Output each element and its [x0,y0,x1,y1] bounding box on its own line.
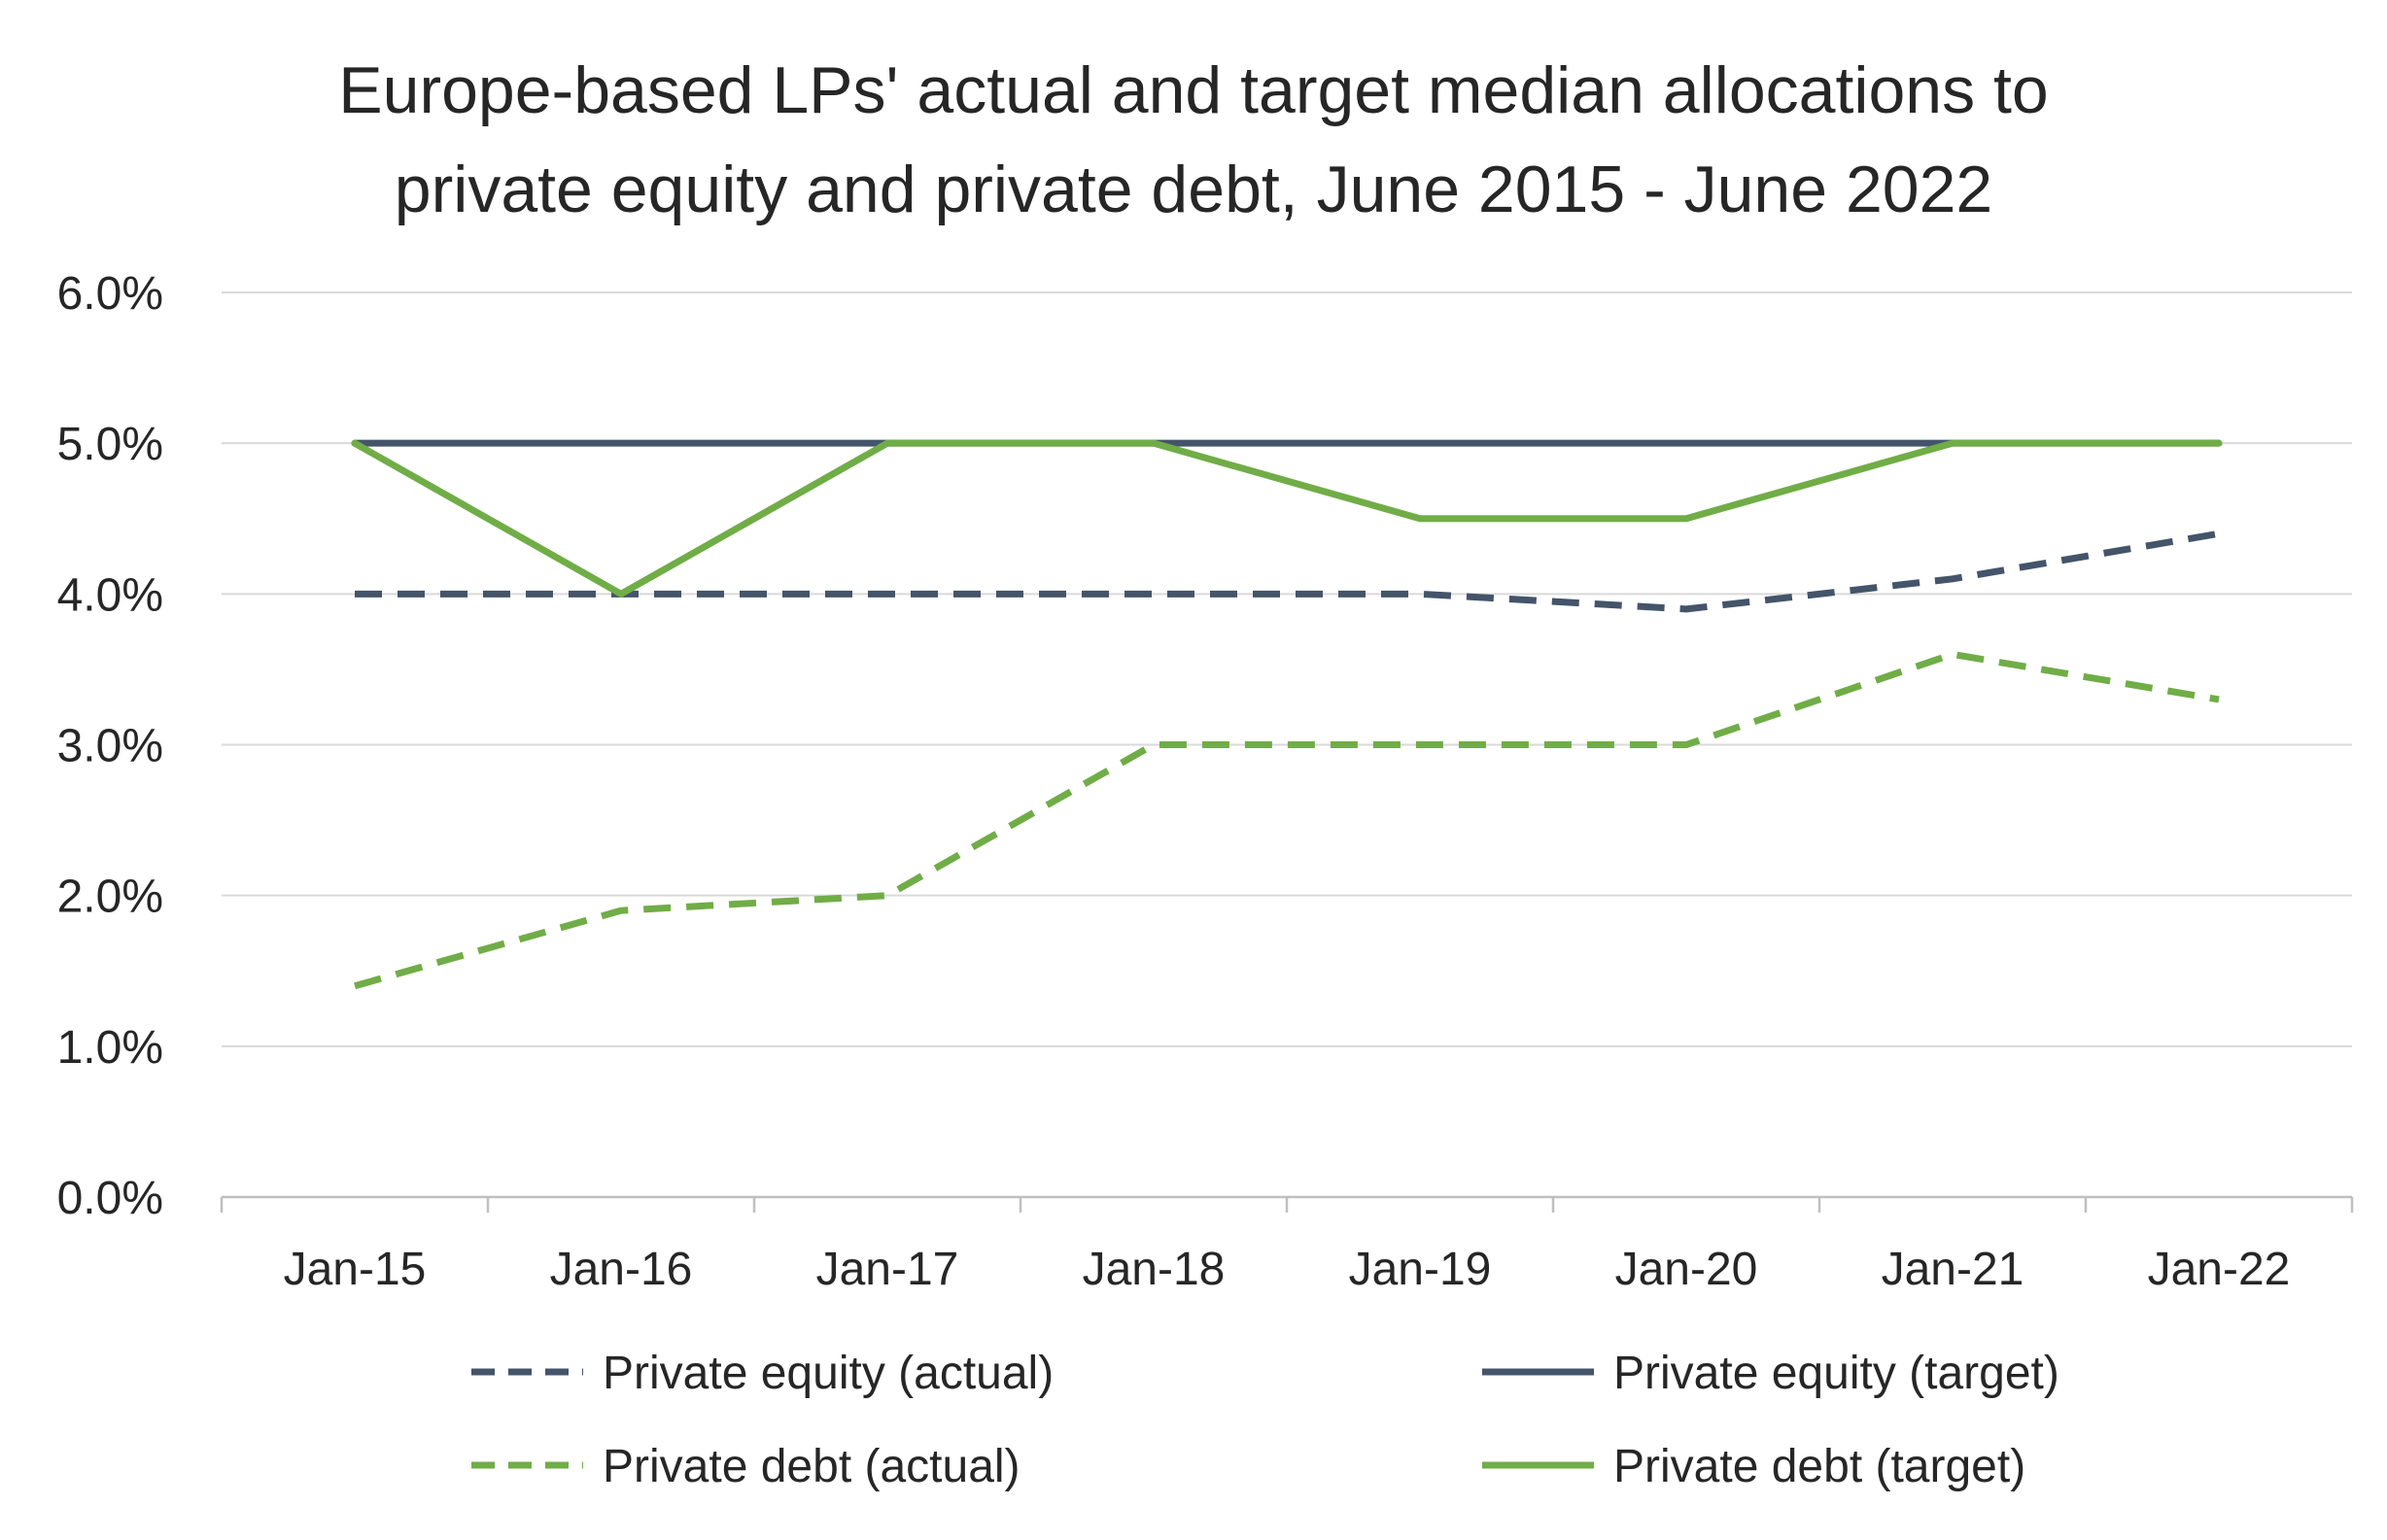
legend: Private equity (actual) Private equity (t… [471,1348,2059,1492]
x-tick-label: Jan-16 [550,1244,693,1295]
x-axis-tick-labels: Jan-15 Jan-16 Jan-17 Jan-18 Jan-19 Jan-20 Jan-… [284,1244,2291,1295]
x-tick-label: Jan-19 [1349,1244,1492,1295]
series-line-1 [355,530,2220,613]
legend-label: Private debt (actual) [603,1441,1021,1492]
series-line-3 [354,650,2220,990]
y-tick-label: 3.0% [57,721,163,772]
y-tick-label: 6.0% [57,268,163,320]
x-tick-label: Jan-18 [1083,1244,1226,1295]
x-axis [220,1195,2354,1213]
y-tick-label: 5.0% [57,419,163,470]
y-tick-label: 0.0% [57,1173,163,1224]
x-tick-label: Jan-21 [1882,1244,2024,1295]
y-tick-label: 1.0% [57,1022,163,1074]
x-tick-label: Jan-20 [1615,1244,1758,1295]
chart-title-line-1: Europe-based LPs' actual and target medi… [338,53,2049,127]
x-tick-label: Jan-22 [2148,1244,2291,1295]
chart-title-line-2: private equity and private debt, June 20… [394,153,1993,226]
y-tick-label: 2.0% [57,872,163,923]
legend-label: Private equity (target) [1613,1348,2059,1399]
legend-label: Private debt (target) [1613,1441,2025,1492]
y-tick-label: 4.0% [57,569,163,621]
y-axis-tick-labels: 0.0% 1.0% 2.0% 3.0% 4.0% 5.0% 6.0% [57,268,163,1224]
x-tick-label: Jan-15 [284,1244,427,1295]
legend-label: Private equity (actual) [603,1348,1054,1399]
chart-title: Europe-based LPs' actual and target medi… [0,41,2387,239]
x-tick-label: Jan-17 [816,1244,959,1295]
series-line-4 [351,439,2223,598]
series-lines [351,439,2223,990]
